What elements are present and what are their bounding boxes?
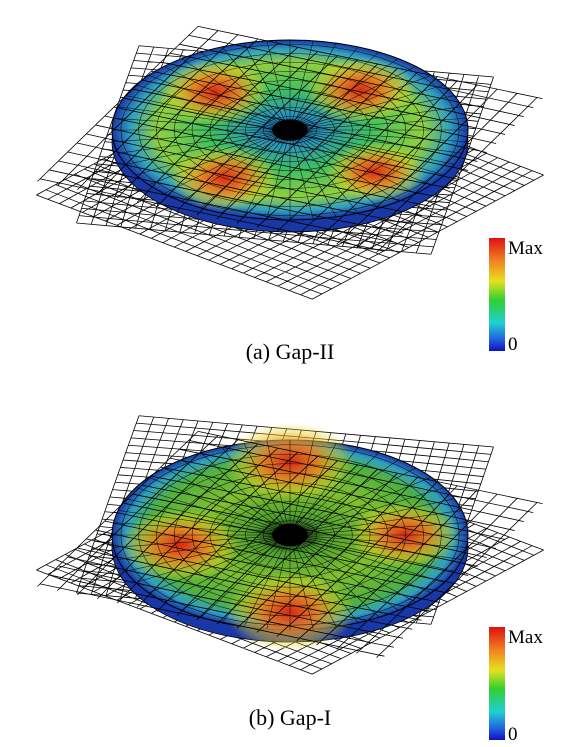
- figure: Max 0 (a) Gap-II Max 0 (b) Gap-I: [0, 0, 581, 742]
- colorbar-min: 0: [508, 724, 518, 742]
- colorbar-min: 0: [508, 334, 518, 355]
- panel: [36, 415, 544, 674]
- hot-spot: [305, 57, 415, 123]
- caption: (b) Gap-I: [249, 705, 331, 730]
- panel: [36, 26, 544, 299]
- colorbar-max: Max: [508, 627, 543, 648]
- colorbar: [489, 238, 505, 351]
- disk-center: [272, 524, 308, 547]
- disk-center: [272, 119, 308, 141]
- caption: (a) Gap-II: [246, 339, 335, 364]
- colorbar-max: Max: [508, 238, 543, 259]
- colorbar: [489, 627, 505, 740]
